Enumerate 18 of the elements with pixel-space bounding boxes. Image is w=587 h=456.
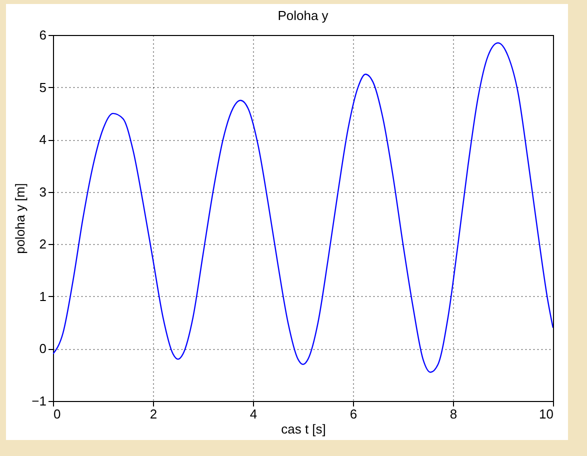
x-tick-label: 8 — [450, 406, 458, 422]
y-tick-label: 5 — [39, 80, 46, 95]
y-tick-label: 0 — [39, 341, 46, 356]
y-tick-label: 2 — [39, 236, 46, 252]
x-tick-label: 0 — [54, 406, 61, 422]
y-tick-label: 3 — [39, 184, 46, 200]
x-axis-title: cas t [s] — [281, 422, 326, 436]
x-tick-label: 10 — [539, 406, 554, 422]
x-tick-label: 6 — [350, 406, 358, 422]
chart-title: Poloha y — [278, 8, 329, 23]
x-tick-label: 4 — [250, 406, 258, 422]
line-series — [53, 42, 553, 373]
y-tick-label: 4 — [39, 132, 46, 148]
y-tick-label: −1 — [32, 394, 46, 408]
y-tick-label: 1 — [39, 288, 46, 304]
x-tick-label: 2 — [150, 406, 158, 422]
y-axis-title: poloha y [m] — [12, 183, 28, 254]
y-tick-label: 6 — [39, 28, 46, 42]
